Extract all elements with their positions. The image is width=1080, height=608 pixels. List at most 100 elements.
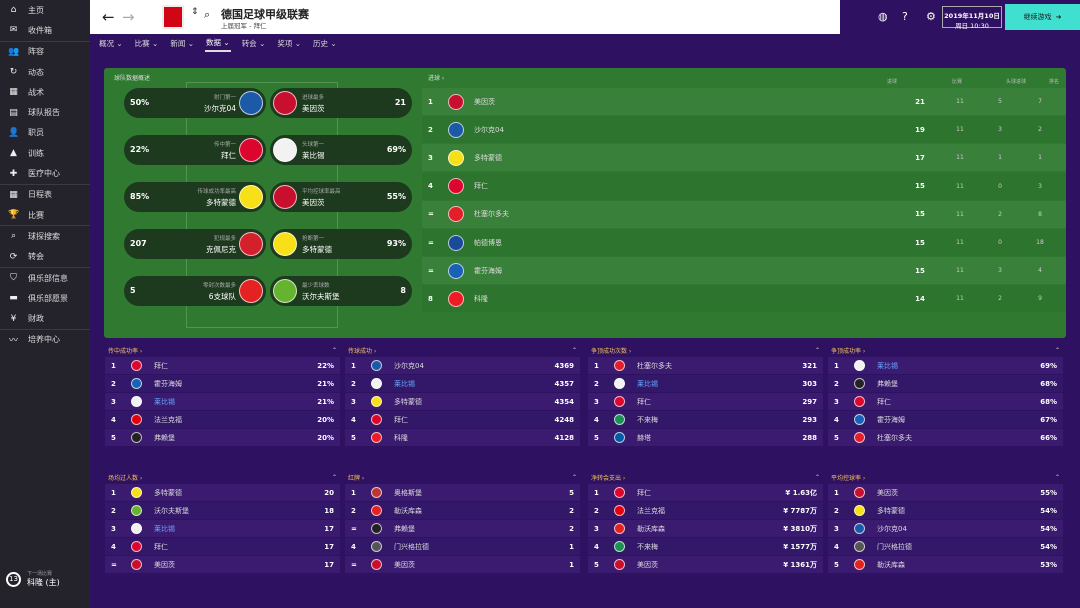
sidebar-item-inbox[interactable]: ✉ 收件箱 — [0, 20, 90, 40]
sidebar-item-tactics[interactable]: ▦ 战术 — [0, 82, 90, 102]
back-icon[interactable]: ← — [102, 8, 115, 26]
forward-icon[interactable]: → — [122, 8, 135, 26]
sidebar-item-shield[interactable]: ⛉ 俱乐部信息 — [0, 268, 90, 288]
sidebar-item-squad[interactable]: 👥 阵容 — [0, 42, 90, 62]
sidebar-item-money[interactable]: ¥ 财政 — [0, 308, 90, 328]
collapse-icon[interactable]: ⌃ — [331, 346, 337, 354]
sidebar-item-dynamics[interactable]: ↻ 动态 — [0, 62, 90, 82]
collapse-icon[interactable]: ⌃ — [814, 346, 820, 354]
table-row[interactable]: 3 莱比锡 21% — [105, 393, 340, 411]
table-row[interactable]: = 弗赖堡 2 — [345, 520, 580, 538]
table-row[interactable]: 2 莱比锡 303 — [588, 375, 823, 393]
table-row[interactable]: 3 拜仁 68% — [828, 393, 1063, 411]
tab-1[interactable]: 比赛 ⌄ — [134, 38, 159, 48]
table-row[interactable]: = 帕德博恩 15 11 0 18 — [422, 229, 1066, 256]
table-row[interactable]: 1 拜仁 22% — [105, 357, 340, 375]
table-row[interactable]: = 杜塞尔多夫 15 11 2 8 — [422, 200, 1066, 228]
panel-title[interactable]: 平均控球率 › — [831, 474, 866, 482]
table-row[interactable]: 1 杜塞尔多夫 321 — [588, 357, 823, 375]
table-row[interactable]: 3 沙尔克04 54% — [828, 520, 1063, 538]
table-row[interactable]: 2 弗赖堡 68% — [828, 375, 1063, 393]
sidebar-item-development[interactable]: 〰培养中心 — [0, 330, 90, 350]
table-row[interactable]: 5 弗赖堡 20% — [105, 429, 340, 447]
globe-icon[interactable]: ◍ — [878, 10, 888, 23]
table-row[interactable]: 2 沃尔夫斯堡 18 — [105, 502, 340, 520]
panel-title[interactable]: 争顶成功率 › — [831, 347, 866, 355]
sidebar-item-transfer[interactable]: ⟳ 转会 — [0, 247, 90, 267]
table-row[interactable]: 1 奥格斯堡 5 — [345, 484, 580, 502]
table-row[interactable]: 3 多特蒙德 4354 — [345, 393, 580, 411]
column-header[interactable]: 进球 — [886, 79, 897, 85]
table-row[interactable]: 8 科隆 14 11 2 9 — [422, 285, 1066, 313]
next-match[interactable]: 13 下一场比赛 科隆 (主) — [6, 570, 60, 588]
table-row[interactable]: 5 杜塞尔多夫 66% — [828, 429, 1063, 447]
sidebar-item-calendar[interactable]: ▦ 日程表 — [0, 185, 90, 205]
sidebar-item-briefcase[interactable]: ▬ 俱乐部愿景 — [0, 288, 90, 308]
table-row[interactable]: 4 不来梅 ¥ 1577万 — [588, 538, 823, 556]
collapse-icon[interactable]: ⌃ — [571, 346, 577, 354]
table-row[interactable]: 4 不来梅 293 — [588, 411, 823, 429]
table-row[interactable]: 2 多特蒙德 54% — [828, 502, 1063, 520]
tab-0[interactable]: 概况 ⌄ — [99, 38, 123, 48]
table-row[interactable]: 5 赫塔 288 — [588, 429, 823, 447]
gear-icon[interactable]: ⚙ — [926, 10, 936, 23]
panel-title[interactable]: 传球成功 › — [348, 347, 377, 355]
table-row[interactable]: 5 科隆 4128 — [345, 429, 580, 447]
table-row[interactable]: 1 莱比锡 69% — [828, 357, 1063, 375]
table-row[interactable]: 3 拜仁 297 — [588, 393, 823, 411]
continue-button[interactable]: 继续游戏 ➜ — [1005, 4, 1080, 30]
sidebar-item-trophy[interactable]: 🏆 比赛 — [0, 205, 90, 225]
search-icon[interactable]: ⌕ — [204, 8, 211, 21]
table-row[interactable]: = 美因茨 17 — [105, 556, 340, 574]
help-icon[interactable]: ? — [902, 10, 908, 23]
table-row[interactable]: 2 莱比锡 4357 — [345, 375, 580, 393]
table-row[interactable]: 2 法兰克福 ¥ 7787万 — [588, 502, 823, 520]
table-row[interactable]: 1 沙尔克04 4369 — [345, 357, 580, 375]
collapse-icon[interactable]: ⌃ — [1054, 473, 1060, 481]
goals-title[interactable]: 进球 › — [428, 75, 445, 82]
table-row[interactable]: 2 霍芬海姆 21% — [105, 375, 340, 393]
table-row[interactable]: 1 拜仁 ¥ 1.63亿 — [588, 484, 823, 502]
table-row[interactable]: 1 多特蒙德 20 — [105, 484, 340, 502]
table-row[interactable]: 1 美因茨 55% — [828, 484, 1063, 502]
sidebar-item-staff[interactable]: 👤 职员 — [0, 123, 90, 143]
table-row[interactable]: 5 美因茨 ¥ 1361万 — [588, 556, 823, 574]
table-row[interactable]: 3 勒沃库森 ¥ 3810万 — [588, 520, 823, 538]
tab-4[interactable]: 转会 ⌄ — [241, 38, 266, 48]
panel-title[interactable]: 净转会支出 › — [591, 474, 626, 482]
panel-title[interactable]: 传中成功率 › — [108, 347, 143, 355]
collapse-icon[interactable]: ⌃ — [571, 473, 577, 481]
table-row[interactable]: 3 莱比锡 17 — [105, 520, 340, 538]
table-row[interactable]: 2 沙尔克04 19 11 3 2 — [422, 116, 1066, 144]
tab-3[interactable]: 数据 ⌄ — [205, 35, 231, 52]
collapse-icon[interactable]: ⌃ — [814, 473, 820, 481]
table-row[interactable]: 4 霍芬海姆 67% — [828, 411, 1063, 429]
table-row[interactable]: = 霍芬海姆 15 11 3 4 — [422, 257, 1066, 285]
column-header[interactable]: 头球进球 — [1005, 79, 1026, 85]
table-row[interactable]: 5 勒沃库森 53% — [828, 556, 1063, 574]
table-row[interactable]: 1 美因茨 21 11 5 7 — [422, 88, 1066, 115]
tab-5[interactable]: 奖项 ⌄ — [277, 38, 302, 48]
table-row[interactable]: 4 拜仁 15 11 0 3 — [422, 172, 1066, 200]
table-row[interactable]: 4 拜仁 17 — [105, 538, 340, 556]
sidebar-item-report[interactable]: ▤ 球队报告 — [0, 102, 90, 122]
sidebar-item-home[interactable]: ⌂ 主页 — [0, 0, 90, 20]
table-row[interactable]: 4 门兴格拉德 1 — [345, 538, 580, 556]
panel-title[interactable]: 红牌 › — [348, 474, 365, 482]
sidebar-item-search[interactable]: ⌕ 球探搜索 — [0, 226, 90, 246]
table-row[interactable]: 4 拜仁 4248 — [345, 411, 580, 429]
sidebar-item-medical[interactable]: ✚ 医疗中心 — [0, 163, 90, 183]
tab-6[interactable]: 历史 ⌄ — [313, 38, 337, 48]
column-header[interactable]: 排名 — [1048, 79, 1059, 85]
table-row[interactable]: 4 门兴格拉德 54% — [828, 538, 1063, 556]
table-row[interactable]: 2 勒沃库森 2 — [345, 502, 580, 520]
switch-icon[interactable]: ⇕ — [191, 7, 199, 17]
column-header[interactable]: 比赛 — [951, 79, 962, 85]
panel-title[interactable]: 争顶成功次数 › — [591, 347, 632, 355]
collapse-icon[interactable]: ⌃ — [331, 473, 337, 481]
table-row[interactable]: 3 多特蒙德 17 11 1 1 — [422, 144, 1066, 172]
table-row[interactable]: 4 法兰克福 20% — [105, 411, 340, 429]
tab-2[interactable]: 新闻 ⌄ — [170, 38, 195, 48]
collapse-icon[interactable]: ⌃ — [1054, 346, 1060, 354]
table-row[interactable]: = 美因茨 1 — [345, 556, 580, 574]
